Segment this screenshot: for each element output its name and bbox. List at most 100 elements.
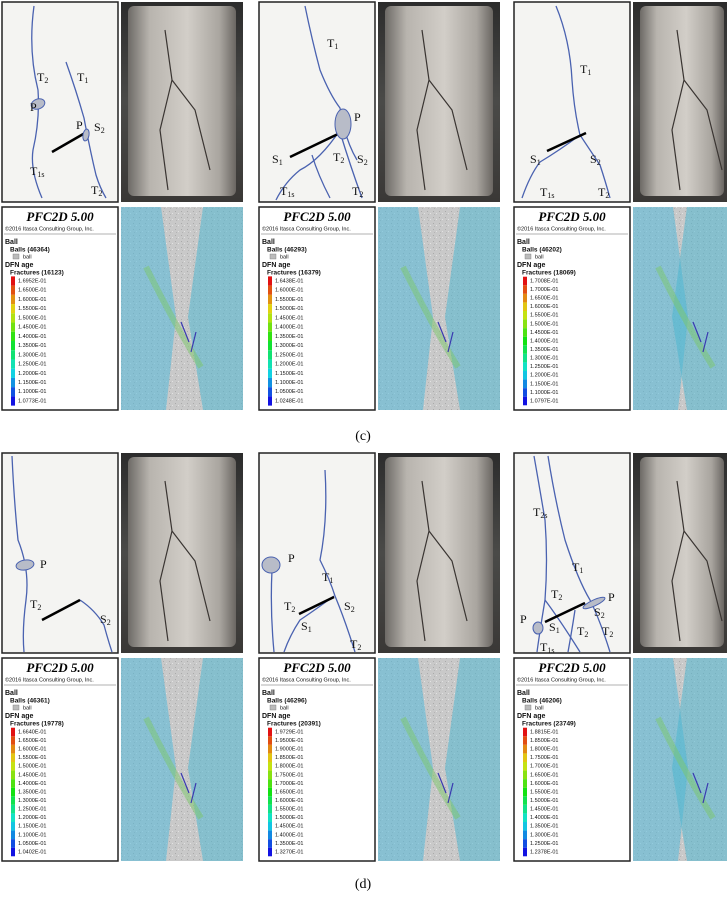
- color-swatch: [268, 323, 272, 332]
- legend-copyright: ©2016 Itasca Consulting Group, Inc.: [262, 676, 351, 683]
- legend-value: 1.3500E-01: [530, 824, 558, 830]
- label-sub: 2: [98, 189, 102, 198]
- color-swatch: [523, 831, 527, 840]
- legend-title: PFC2D 5.00: [538, 209, 606, 224]
- color-swatch: [523, 388, 527, 397]
- legend-value: 1.7008E-01: [530, 278, 558, 284]
- color-swatch: [11, 753, 15, 762]
- legend-value: 1.7500E-01: [275, 772, 303, 778]
- legend-value: 1.8000E-01: [530, 747, 558, 753]
- sketch-label: P: [30, 100, 37, 114]
- legend-value: 1.7000E-01: [530, 764, 558, 770]
- specimen: [640, 457, 724, 647]
- legend-value: 1.0797E-01: [530, 398, 558, 404]
- legend-value: 1.4500E-01: [18, 325, 46, 331]
- label-sub: 1s: [547, 646, 554, 655]
- legend-value: 1.6500E-01: [18, 288, 46, 294]
- label-base: S: [301, 619, 308, 633]
- color-swatch: [523, 397, 527, 406]
- legend-value: 1.2500E-01: [18, 362, 46, 368]
- legend-heading: DFN age: [262, 713, 291, 720]
- panel: T1PS1T2S2T1sT2PFC2D 5.00©2016 Itasca Con…: [259, 2, 500, 410]
- label-sub: 2: [584, 630, 588, 639]
- label-sub: 1: [334, 42, 338, 51]
- label-sub: 2: [359, 190, 363, 199]
- color-swatch: [523, 848, 527, 857]
- label-sub: 1s: [547, 191, 554, 200]
- color-swatch: [523, 745, 527, 754]
- color-swatch: [11, 387, 15, 396]
- label-base: S: [594, 605, 601, 619]
- ball-swatch: [525, 705, 531, 710]
- label-sub: 1s: [37, 170, 44, 179]
- legend-value: 1.6000E-01: [18, 747, 46, 753]
- legend-fractures: Fractures (23749): [522, 721, 576, 728]
- label-sub: 2: [609, 630, 613, 639]
- legend-value: 1.6000E-01: [530, 781, 558, 787]
- legend-value: 1.0500E-01: [275, 389, 303, 395]
- label-sub: 1: [579, 566, 583, 575]
- sketch-frame: [514, 2, 630, 202]
- legend-value: 1.2000E-01: [18, 815, 46, 821]
- panel: PT1T2S2S1T2PFC2D 5.00©2016 Itasca Consul…: [259, 453, 500, 861]
- legend-heading: Ball: [262, 690, 275, 697]
- legend-value: 1.3000E-01: [18, 798, 46, 804]
- legend-value: 1.2500E-01: [530, 364, 558, 370]
- color-swatch: [268, 788, 272, 797]
- color-swatch: [11, 313, 15, 322]
- legend-value: 1.5500E-01: [530, 789, 558, 795]
- color-swatch: [11, 771, 15, 780]
- color-swatch: [268, 848, 272, 857]
- label-sub: 2: [605, 191, 609, 200]
- label-base: P: [40, 557, 47, 571]
- legend-heading: Ball: [5, 690, 18, 697]
- caption: (d): [355, 877, 372, 892]
- legend-ball: ball: [23, 705, 32, 711]
- label-sub: 2: [291, 605, 295, 614]
- legend-value: 1.8500E-01: [275, 755, 303, 761]
- legend-heading: DFN age: [517, 262, 546, 269]
- legend-value: 1.3500E-01: [18, 343, 46, 349]
- legend-value: 1.1000E-01: [18, 389, 46, 395]
- legend-ball: ball: [280, 705, 289, 711]
- label-base: P: [520, 612, 527, 626]
- legend-value: 1.6952E-01: [18, 278, 46, 284]
- label-base: S: [100, 612, 107, 626]
- label-sub: 2: [597, 158, 601, 167]
- legend-fractures: Fractures (20391): [267, 721, 321, 728]
- panel: T1S1S2T1sT2PFC2D 5.00©2016 Itasca Consul…: [514, 2, 727, 410]
- color-swatch: [268, 359, 272, 368]
- legend-heading: DFN age: [517, 713, 546, 720]
- legend-value: 1.6500E-01: [530, 772, 558, 778]
- panel: PT2S2PFC2D 5.00©2016 Itasca Consulting G…: [2, 453, 243, 861]
- color-swatch: [523, 311, 527, 320]
- label-sub: 2: [44, 76, 48, 85]
- color-swatch: [268, 350, 272, 359]
- legend-value: 1.3000E-01: [275, 343, 303, 349]
- label-sub: 2: [37, 603, 41, 612]
- legend-value: 1.9729E-01: [275, 729, 303, 735]
- color-swatch: [268, 753, 272, 762]
- specimen: [385, 457, 493, 647]
- legend-value: 1.6000E-01: [18, 297, 46, 303]
- legend-copyright: ©2016 Itasca Consulting Group, Inc.: [5, 225, 94, 232]
- sketch-label: P: [40, 557, 47, 571]
- ball-swatch: [270, 705, 276, 710]
- color-swatch: [268, 276, 272, 285]
- color-swatch: [268, 839, 272, 848]
- sketch-label: P: [354, 110, 361, 124]
- label-base: P: [354, 110, 361, 124]
- color-swatch: [523, 371, 527, 380]
- legend-value: 1.8815E-01: [530, 729, 558, 735]
- color-swatch: [11, 276, 15, 285]
- legend-value: 1.4500E-01: [18, 772, 46, 778]
- legend-value: 1.4500E-01: [275, 315, 303, 321]
- color-swatch: [268, 378, 272, 387]
- color-swatch: [523, 762, 527, 771]
- label-sub: 2: [357, 643, 361, 652]
- color-swatch: [523, 337, 527, 346]
- color-swatch: [268, 822, 272, 831]
- color-swatch: [523, 294, 527, 303]
- color-swatch: [11, 359, 15, 368]
